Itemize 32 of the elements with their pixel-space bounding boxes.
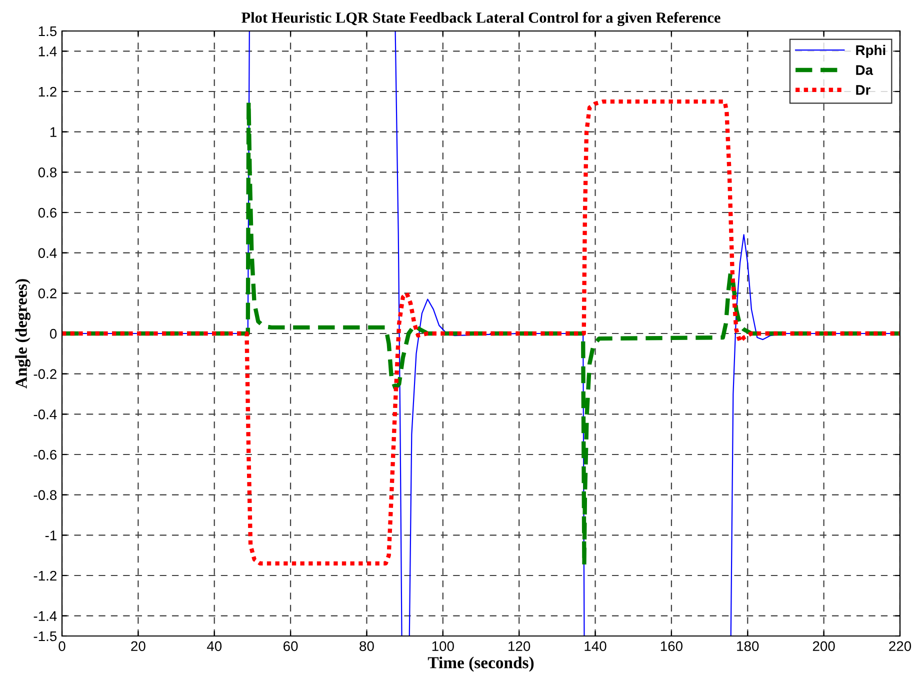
y-tick-label: 0 (50, 328, 57, 339)
y-tick-label: -0.4 (34, 410, 57, 420)
y-tick-label: 0.4 (38, 248, 57, 258)
y-tick-label: 1.5 (38, 26, 57, 36)
y-tick-label: -1.2 (34, 570, 56, 581)
y-tick-label: -1.5 (34, 631, 57, 642)
y-tick-label: 0.8 (38, 168, 57, 178)
x-tick-label: 220 (889, 641, 912, 652)
y-tick-label: -0.8 (34, 490, 57, 500)
x-tick-label: 80 (360, 641, 374, 652)
y-axis-title: Angle (degrees) (15, 279, 30, 388)
y-tick-label: 1.2 (38, 86, 56, 97)
x-tick-label: 200 (812, 641, 835, 652)
x-tick-label: 60 (284, 641, 298, 652)
y-tick-label: -0.6 (34, 450, 57, 460)
chart-title: Plot Heuristic LQR State Feedback Lateral Control for a given Reference (242, 12, 720, 26)
y-tick-label: 0.2 (38, 288, 56, 298)
x-tick-label: 140 (584, 641, 606, 652)
x-tick-label: 20 (131, 641, 146, 652)
y-tick-label: 0.6 (38, 208, 57, 218)
x-tick-label: 180 (737, 641, 759, 652)
y-tick-label: -1.4 (34, 611, 57, 621)
x-tick-label: 0 (58, 641, 66, 652)
y-tick-label: 1.4 (38, 46, 57, 56)
x-tick-label: 100 (432, 641, 454, 652)
x-tick-label: 160 (660, 641, 682, 652)
y-tick-label: 1 (50, 127, 56, 137)
y-tick-label: -1 (45, 530, 56, 540)
x-tick-label: 40 (206, 641, 222, 652)
x-axis-title: Time (seconds) (428, 656, 534, 672)
y-tick-label: -0.2 (34, 369, 56, 380)
x-tick-label: 120 (508, 641, 530, 652)
